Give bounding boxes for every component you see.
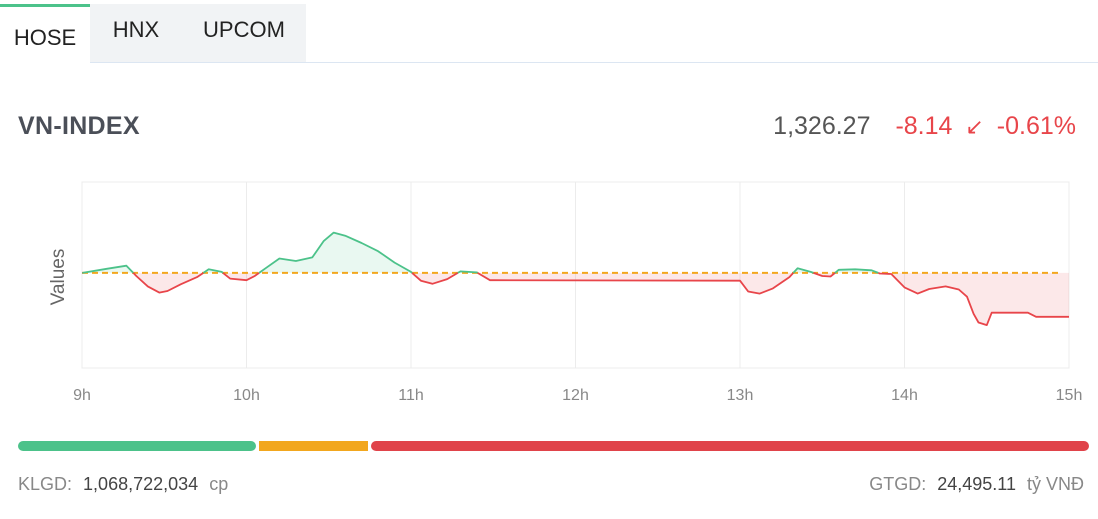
x-tick-label: 9h [73,387,91,404]
exchange-tabs: HOSE HNX UPCOM [0,4,1098,64]
series-line-up [258,231,413,274]
intraday-chart: 9h 10h 11h 12h 13h 14h 15h Values [48,181,1082,404]
value-label: GTGD: [869,474,927,494]
volume-label: KLGD: [18,474,73,494]
x-tick-label: 10h [233,387,260,404]
chart-lines [82,231,1069,326]
index-change-percent: -0.61% [996,112,1076,140]
breadth-bar-advancers [18,441,256,451]
index-value: 1,326.27 [773,112,871,140]
x-tick-label: 14h [891,387,918,404]
x-tick-label: 13h [727,387,754,404]
x-tick-label: 15h [1056,387,1083,404]
series-line-down [813,272,836,278]
series-line-down [132,272,204,294]
x-tick-label: 11h [398,387,424,404]
series-fill-up [259,232,413,273]
series-line-down [877,272,1069,326]
value-summary: GTGD: 24,495.11 tỷ VNĐ [869,474,1084,495]
breadth-bar-decliners [371,441,1089,451]
volume-summary: KLGD: 1,068,722,034 cp [18,474,228,495]
value-unit: tỷ VNĐ [1026,474,1084,494]
series-line-up [792,267,814,274]
trade-value: 24,495.11 [937,474,1016,494]
series-line-up [457,270,479,274]
tab-hose[interactable]: HOSE [0,4,90,62]
series-line-up [202,268,224,274]
y-axis-label: Values [48,249,69,306]
index-name: VN-INDEX [18,112,140,140]
series-fill-down [477,272,794,294]
series-line-up [82,264,134,274]
tab-upcom[interactable]: UPCOM [182,4,306,62]
series-line-down [477,272,794,295]
series-line-down [411,272,459,285]
index-quote: 1,326.27 -8.14 ↙ -0.61% [773,112,1076,141]
series-line-down [222,272,260,282]
volume-unit: cp [209,474,229,494]
tab-hnx[interactable]: HNX [90,4,182,62]
tabs-divider [90,62,1098,63]
index-change: -8.14 [895,112,953,140]
arrow-down-left-icon: ↙ [965,114,984,139]
chart-grid [81,181,1070,369]
breadth-bar-unchanged [259,441,368,451]
series-line-up [834,268,879,274]
x-axis-ticks: 9h 10h 11h 12h 13h 14h 15h [73,387,1082,404]
volume-value: 1,068,722,034 [83,474,199,494]
x-tick-label: 12h [562,387,589,404]
